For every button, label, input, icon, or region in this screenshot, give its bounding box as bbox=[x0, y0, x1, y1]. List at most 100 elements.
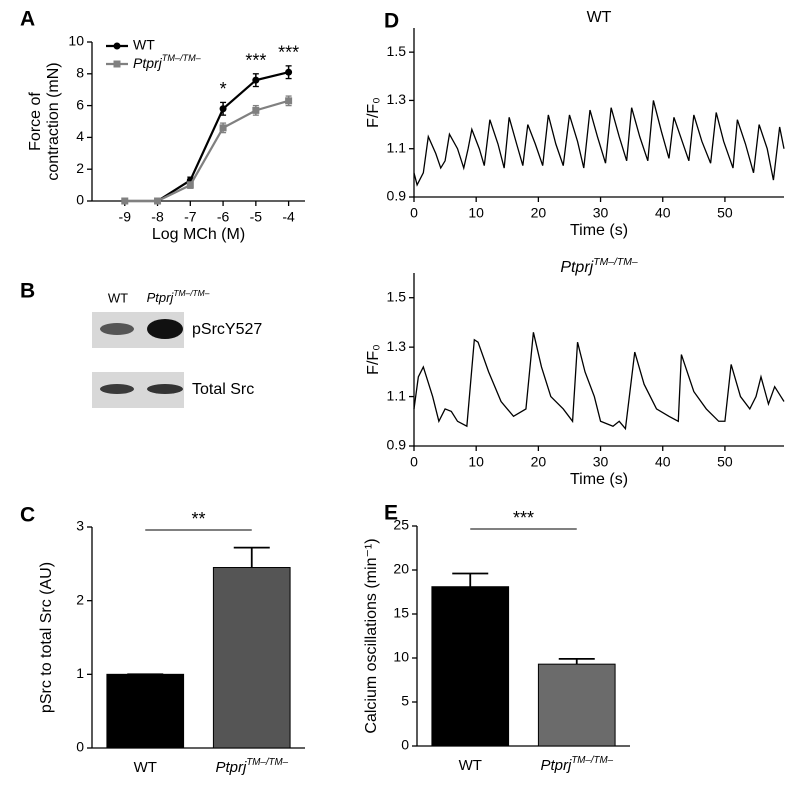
text-superscript: TM–/TM– bbox=[246, 757, 288, 768]
data-line bbox=[124, 99, 289, 203]
lane-label: WT bbox=[108, 290, 128, 305]
text-superscript: TM–/TM– bbox=[162, 53, 202, 63]
x-tick-label: 20 bbox=[531, 454, 547, 470]
x-tick-label: 20 bbox=[531, 205, 547, 221]
text-superscript: TM–/TM– bbox=[173, 288, 209, 298]
trace bbox=[413, 100, 785, 187]
panel-letter: E bbox=[384, 502, 398, 525]
marker bbox=[154, 197, 162, 205]
y-tick-label: 0 bbox=[76, 739, 84, 755]
marker bbox=[285, 97, 293, 105]
text-main: Ptprj bbox=[540, 757, 572, 774]
panel-letter: C bbox=[20, 504, 35, 527]
x-axis-label: Time (s) bbox=[570, 222, 628, 239]
x-tick-label: -7 bbox=[184, 209, 197, 225]
y-tick-label: 1.5 bbox=[387, 288, 407, 304]
x-tick-label: 40 bbox=[655, 205, 671, 221]
legend-label: WT bbox=[133, 37, 155, 53]
blot-band bbox=[100, 323, 134, 335]
x-tick-label: -5 bbox=[250, 209, 263, 225]
y-tick-label: 5 bbox=[401, 693, 409, 709]
x-tick-label: 30 bbox=[593, 454, 609, 470]
y-tick-label: 20 bbox=[393, 561, 409, 577]
bar bbox=[431, 586, 510, 747]
marker bbox=[252, 106, 260, 114]
x-axis-label: Log MCh (M) bbox=[152, 226, 245, 243]
bar bbox=[106, 673, 185, 749]
significance: *** bbox=[245, 51, 266, 71]
y-tick-label: 2 bbox=[76, 591, 84, 607]
y-tick-label: 8 bbox=[76, 65, 84, 81]
y-axis-label: pSrc to total Src (AU) bbox=[38, 562, 55, 713]
y-tick-label: 1.3 bbox=[387, 91, 407, 107]
x-tick-label: 30 bbox=[593, 205, 609, 221]
text-superscript: TM–/TM– bbox=[571, 755, 613, 766]
y-tick-label: 2 bbox=[76, 160, 84, 176]
y-tick-label: 1.5 bbox=[387, 43, 407, 59]
y-tick-label: 15 bbox=[393, 605, 409, 621]
x-tick-label: 40 bbox=[655, 454, 671, 470]
bar bbox=[212, 567, 291, 749]
text-main: Ptprj bbox=[147, 290, 175, 305]
y-tick-label: 4 bbox=[76, 128, 84, 144]
y-tick-label: 1.3 bbox=[387, 338, 407, 354]
y-tick-label: 25 bbox=[393, 517, 409, 533]
x-tick-label: WT bbox=[134, 759, 157, 776]
bar bbox=[537, 663, 616, 747]
marker bbox=[219, 124, 227, 132]
x-tick-label: -8 bbox=[151, 209, 164, 225]
x-tick-label: PtprjTM–/TM– bbox=[540, 755, 613, 774]
blot-band bbox=[147, 319, 183, 339]
x-axis-label: Time (s) bbox=[570, 471, 628, 488]
y-tick-label: 3 bbox=[76, 518, 84, 534]
x-tick-label: 50 bbox=[717, 454, 733, 470]
x-tick-label: 10 bbox=[468, 454, 484, 470]
chart-title: PtprjTM–/TM– bbox=[560, 257, 638, 276]
text-main: Ptprj bbox=[560, 259, 593, 276]
y-tick-label: 0.9 bbox=[387, 188, 407, 204]
marker bbox=[121, 197, 129, 205]
x-tick-label: 50 bbox=[717, 205, 733, 221]
marker bbox=[252, 76, 260, 84]
x-tick-label: WT bbox=[459, 757, 482, 774]
legend-marker bbox=[113, 60, 121, 68]
x-tick-label: -9 bbox=[119, 209, 132, 225]
y-tick-label: 1 bbox=[76, 665, 84, 681]
y-tick-label: 1.1 bbox=[387, 139, 407, 155]
y-tick-label: 0 bbox=[401, 737, 409, 753]
chart-title: WT bbox=[587, 9, 612, 26]
significance: ** bbox=[191, 509, 205, 529]
x-tick-label: -4 bbox=[282, 209, 295, 225]
significance: *** bbox=[278, 43, 299, 63]
x-tick-label: 0 bbox=[410, 454, 418, 470]
data-line bbox=[124, 71, 289, 203]
y-tick-label: 6 bbox=[76, 96, 84, 112]
y-tick-label: 0.9 bbox=[387, 437, 407, 453]
significance: * bbox=[220, 79, 227, 99]
y-tick-label: 10 bbox=[393, 649, 409, 665]
marker bbox=[219, 105, 227, 113]
marker bbox=[186, 181, 194, 189]
band-label: pSrcY527 bbox=[192, 321, 262, 338]
marker bbox=[285, 68, 293, 76]
y-tick-label: 0 bbox=[76, 192, 84, 208]
x-tick-label: -6 bbox=[217, 209, 230, 225]
legend-label: PtprjTM–/TM– bbox=[133, 53, 202, 70]
y-axis-label: F/F₀ bbox=[365, 97, 382, 128]
text-main: Ptprj bbox=[133, 55, 163, 71]
significance: *** bbox=[513, 508, 534, 528]
trace bbox=[413, 332, 785, 431]
panel-letter: B bbox=[20, 280, 35, 303]
y-axis-label: Calcium oscillations (min⁻¹) bbox=[363, 538, 380, 733]
y-axis-label: Force of bbox=[27, 92, 44, 151]
band-label: Total Src bbox=[192, 381, 254, 398]
lane-label: PtprjTM–/TM– bbox=[147, 288, 210, 305]
blot-band bbox=[100, 384, 134, 394]
panel-letter: D bbox=[384, 10, 399, 33]
y-axis-label: F/F₀ bbox=[365, 344, 382, 375]
y-axis-label: contraction (mN) bbox=[45, 62, 62, 180]
text-main: Ptprj bbox=[215, 759, 247, 776]
x-tick-label: PtprjTM–/TM– bbox=[215, 757, 288, 776]
text-superscript: TM–/TM– bbox=[593, 257, 638, 268]
